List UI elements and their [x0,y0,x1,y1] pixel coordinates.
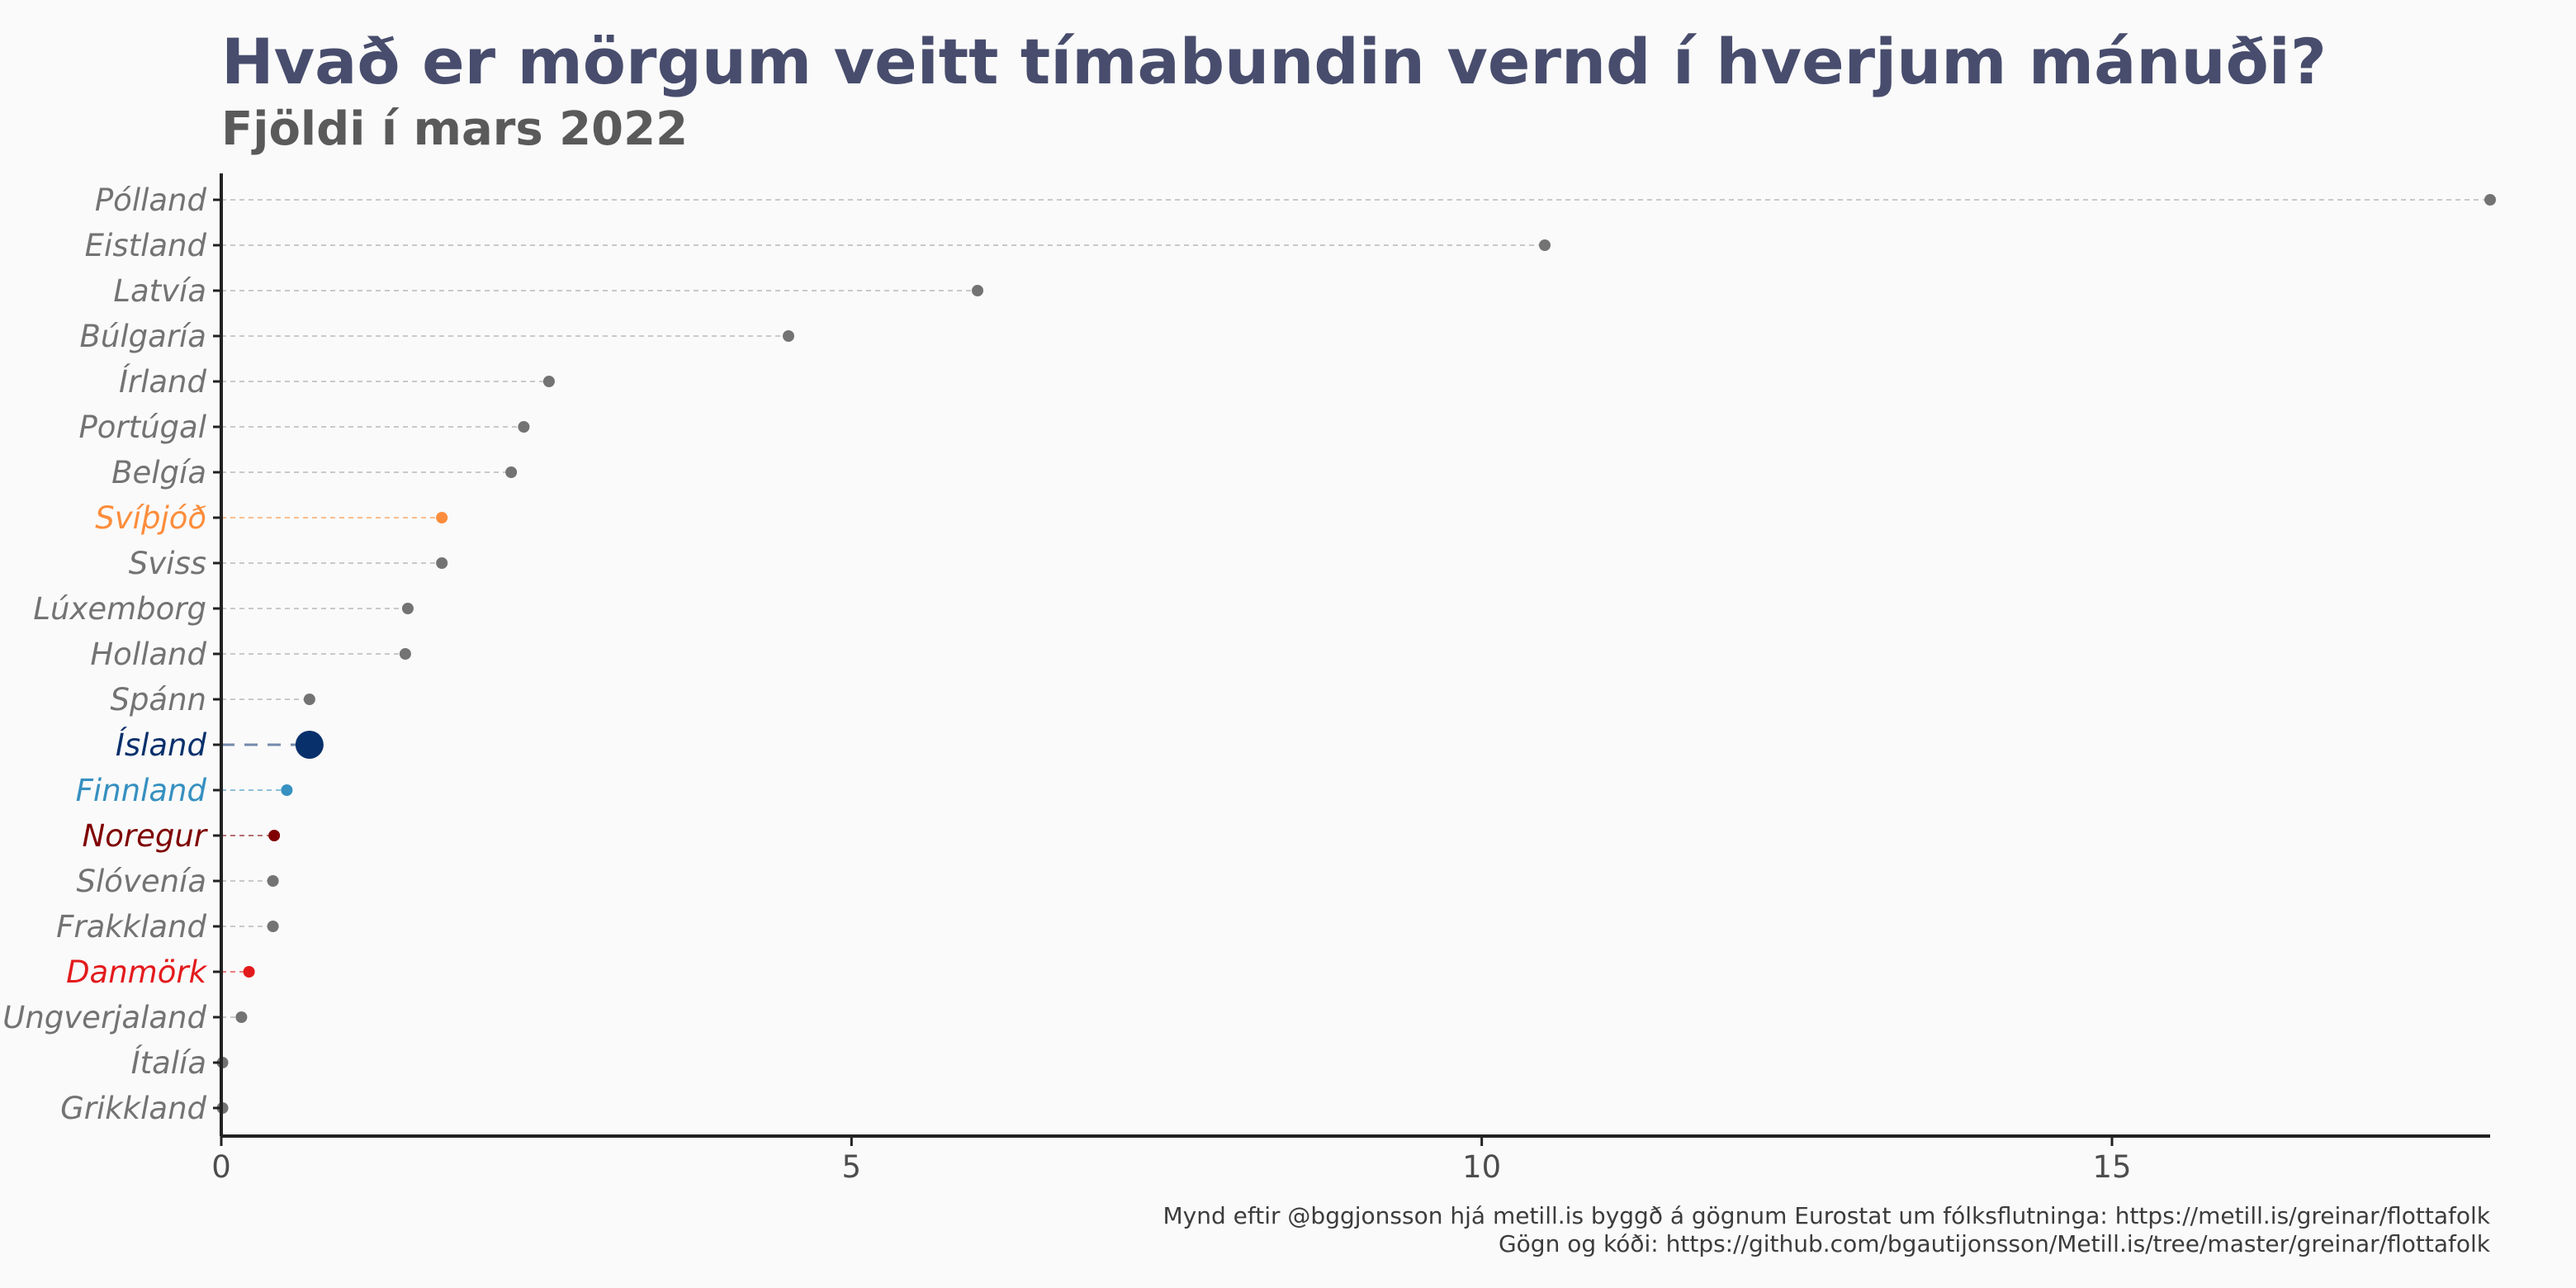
y-tick-label: Portúgal [78,410,206,445]
data-point [243,966,255,978]
data-point [401,603,414,614]
x-tick-label: 0 [211,1149,231,1185]
chart-title: Hvað er mörgum veitt tímabundin vernd í … [221,25,2327,98]
y-tick-label: Lúxemborg [33,591,206,627]
data-point [2484,194,2496,206]
y-tick-label: Belgía [111,455,206,490]
x-tick-label: 15 [2092,1149,2131,1185]
y-tick-label: Eistland [85,228,207,263]
y-tick-label: Danmörk [66,954,208,990]
y-tick-label: Holland [90,637,206,672]
data-point [505,466,518,478]
y-tick-label: Slóvenía [77,864,206,899]
y-tick-label: Frakkland [56,909,206,945]
chart-rows [216,194,2496,1114]
y-tick-label: Grikkland [60,1091,206,1126]
chart-subtitle: Fjöldi í mars 2022 [221,102,689,156]
y-tick-label: Búlgaría [80,319,206,354]
data-point [235,1011,248,1023]
y-tick-label: Sviss [129,546,206,581]
data-point [267,875,279,887]
x-tick-label: 5 [842,1149,862,1185]
caption-line-2: Gögn og kóði: https://github.com/bgautij… [1498,1230,2490,1257]
data-point [518,421,530,433]
y-tick-label: Finnland [76,773,207,808]
data-point [268,830,281,841]
data-point [436,512,448,523]
data-point [281,784,293,796]
data-point [1539,239,1551,251]
y-tick-label: Ungverjaland [2,1000,206,1035]
data-point [542,376,555,387]
y-tick-label: Ítalía [131,1044,206,1081]
data-point [972,285,983,296]
data-point [267,921,279,932]
chart-axes: Pólland Eistland Latvía Búlgaría Írland Portú… [2,173,2490,1185]
data-point [303,694,315,705]
y-tick-label: Pólland [95,182,207,218]
y-tick-label: Ísland [116,727,207,763]
y-tick-label: Latvía [113,273,206,309]
caption-line-1: Mynd eftir @bggjonsson hjá metill.is byg… [1163,1202,2490,1229]
y-tick-label: Írland [119,363,207,400]
caption: Mynd eftir @bggjonsson hjá metill.is byg… [1163,1202,2490,1258]
y-tick-label: Svíþjóð [95,500,206,536]
data-point [783,330,794,342]
data-point [399,648,411,660]
y-tick-label: Spánn [110,682,206,717]
y-tick-label: Noregur [83,818,209,854]
data-point [295,731,324,759]
data-point [436,557,448,569]
x-tick-label: 10 [1462,1149,1501,1185]
